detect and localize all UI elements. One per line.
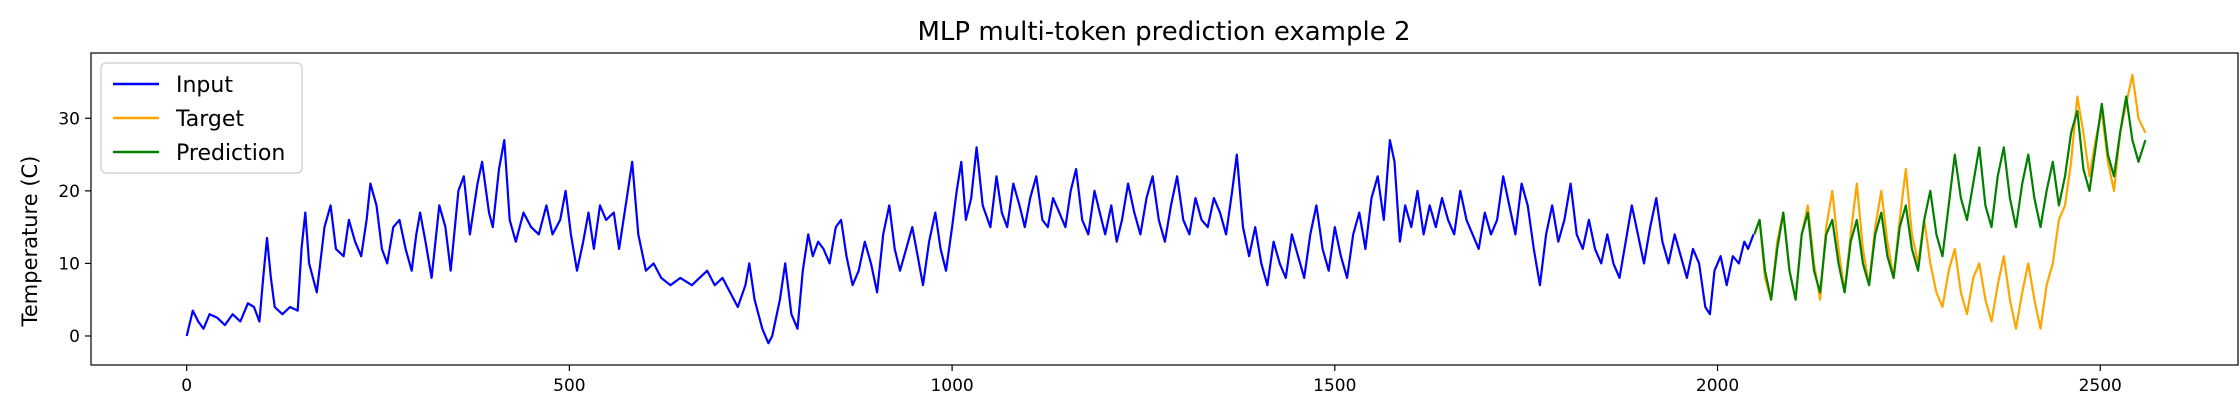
x-tick-label: 1500: [1313, 376, 1356, 396]
y-tick-label: 10: [58, 254, 80, 274]
x-axis-ticks: 0 500 1000 1500 2000 2500: [181, 365, 2122, 396]
x-tick-label: 500: [553, 376, 585, 396]
x-tick-label: 0: [181, 376, 192, 396]
legend-label-input: Input: [176, 73, 233, 98]
series-line-input: [185, 139, 1755, 345]
y-tick-label: 30: [58, 109, 80, 129]
legend-label-target: Target: [175, 107, 244, 132]
y-axis-label: Temperature (C): [18, 156, 42, 328]
x-tick-label: 1000: [930, 376, 973, 396]
plot-lines: [185, 73, 2147, 345]
chart-title: MLP multi-token prediction example 2: [917, 17, 1410, 47]
x-tick-label: 2000: [1696, 376, 1739, 396]
legend-box: [100, 62, 303, 174]
plot-frame: [90, 52, 2239, 366]
y-tick-label: 0: [69, 327, 80, 347]
legend: Input Target Prediction: [100, 62, 303, 174]
series-line-prediction: [1753, 95, 2147, 301]
legend-label-prediction: Prediction: [176, 141, 285, 166]
y-axis-ticks: 0 10 20 30: [58, 109, 91, 347]
y-tick-label: 20: [58, 182, 80, 202]
x-tick-label: 2500: [2079, 376, 2122, 396]
